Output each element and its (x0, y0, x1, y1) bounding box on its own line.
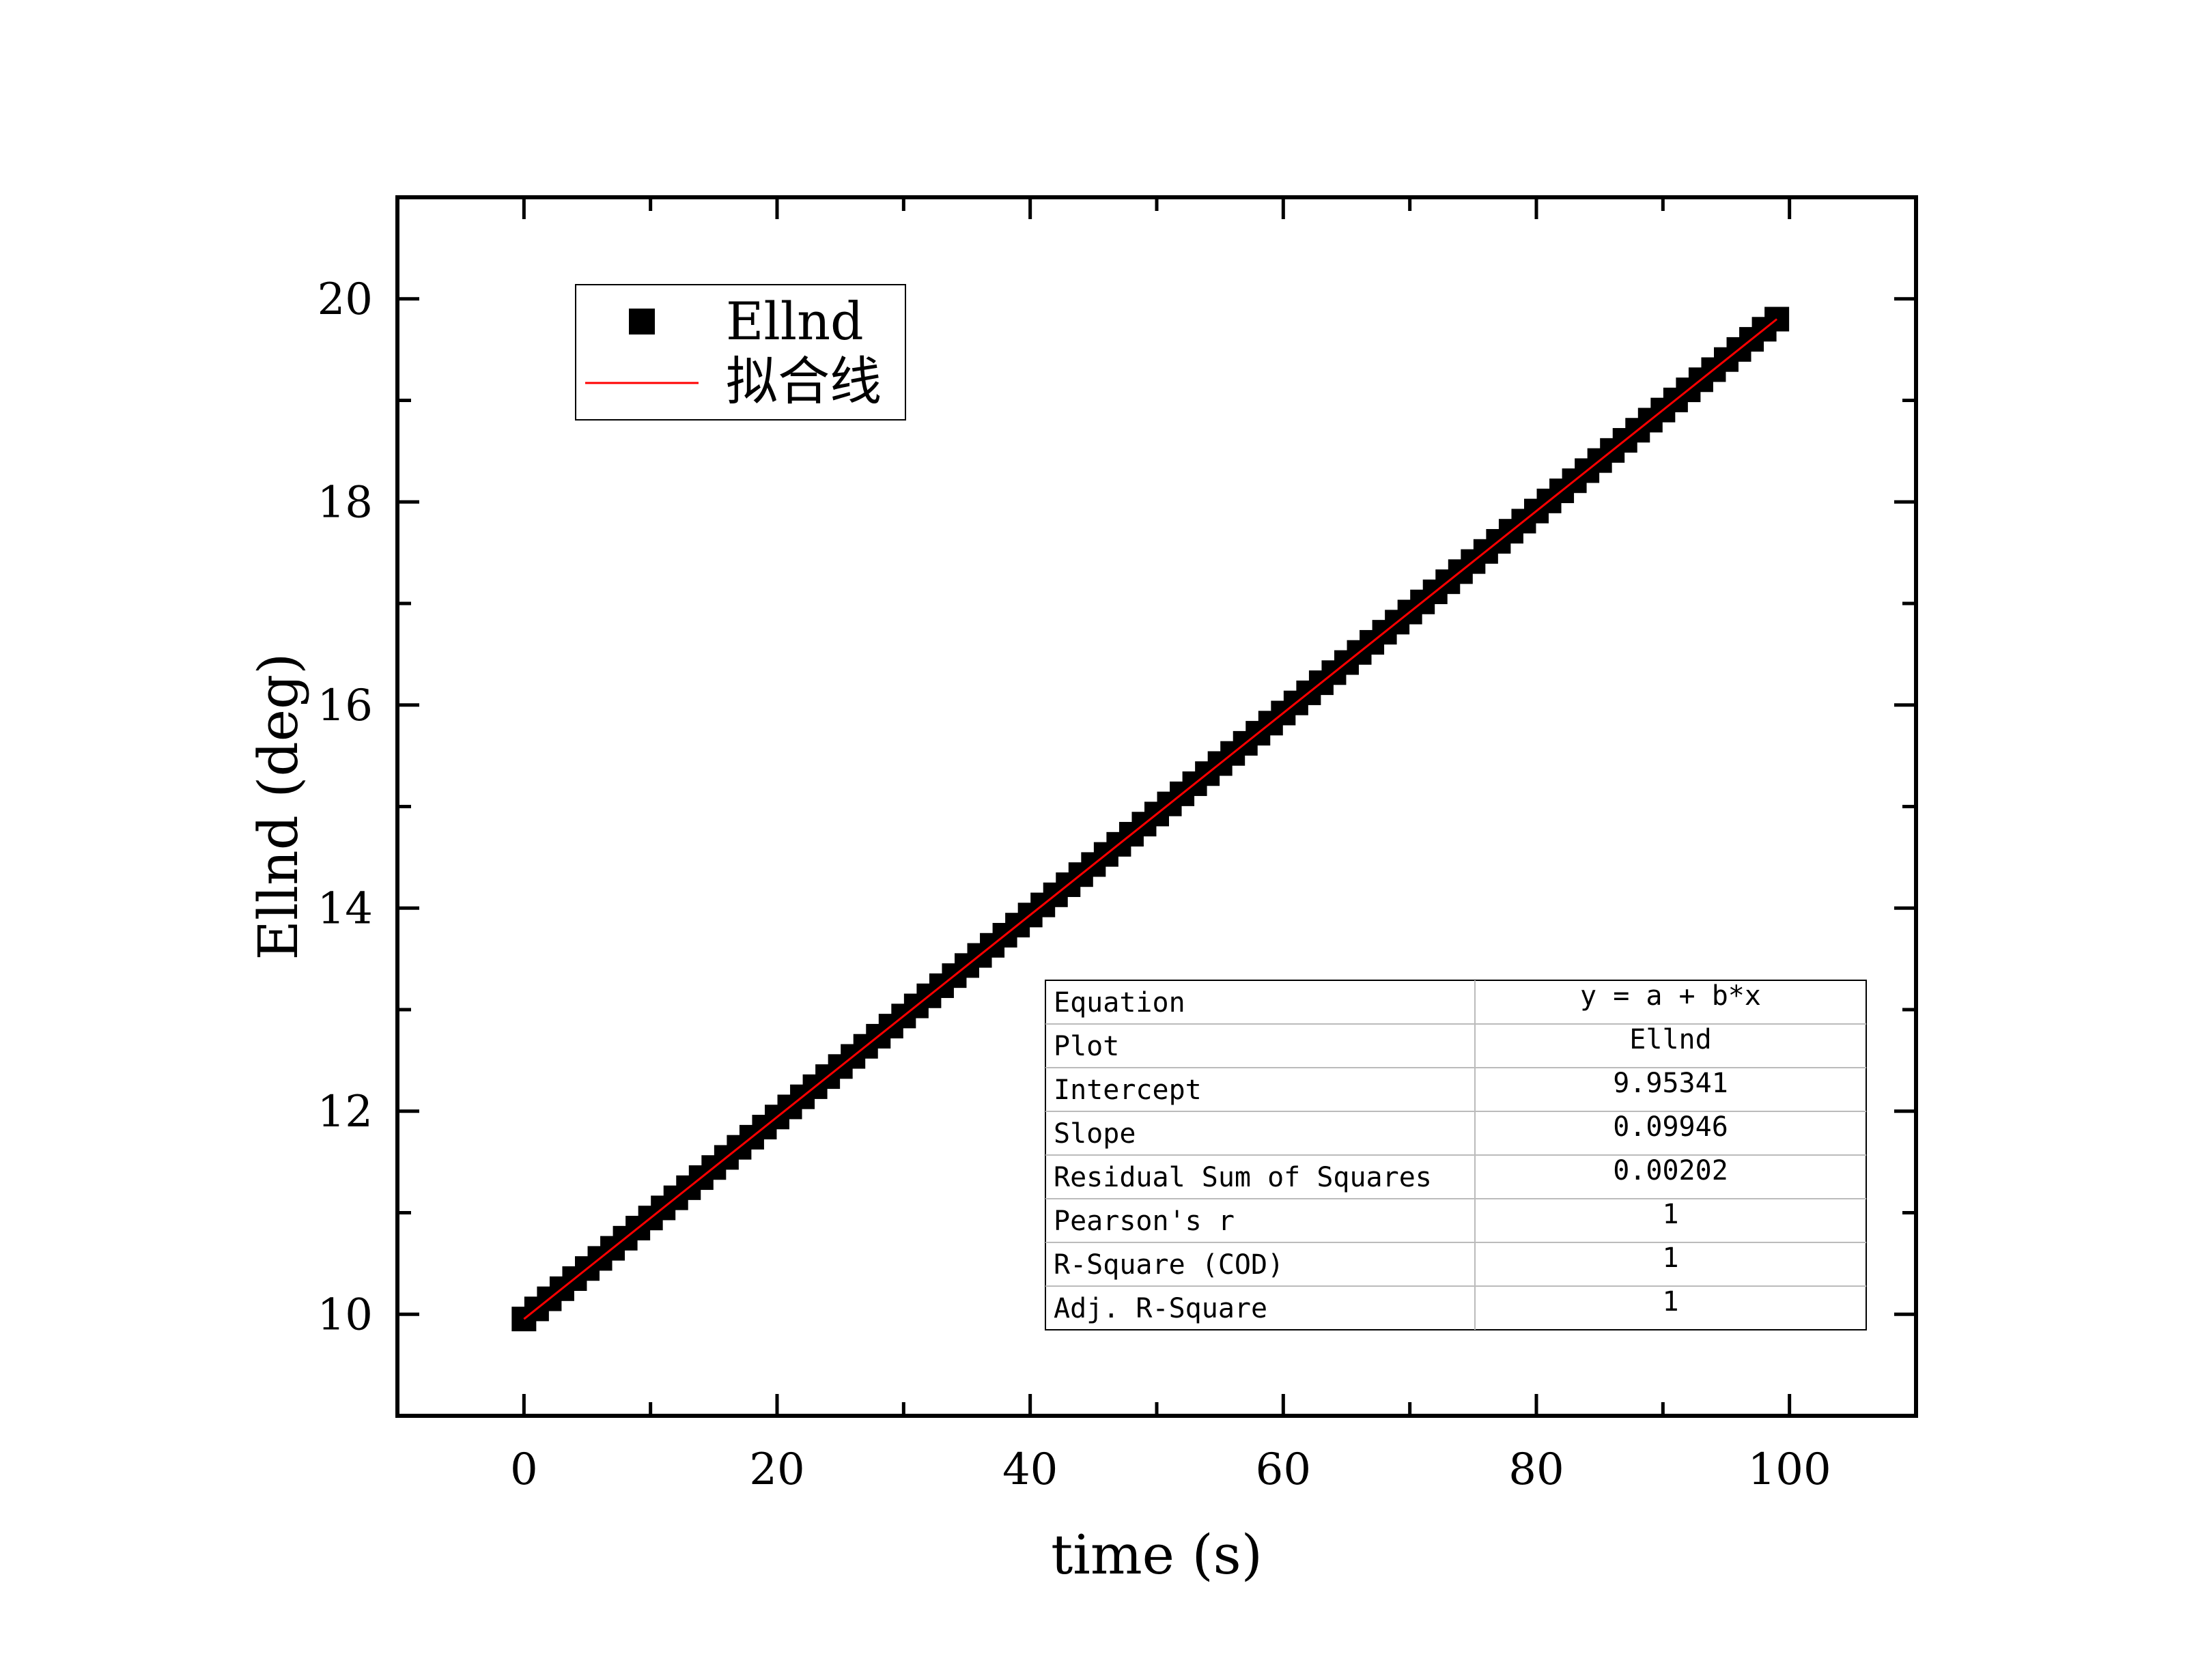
table-row-label: Adj. R-Square (1054, 1293, 1267, 1324)
table-row-value: 1 (1662, 1286, 1678, 1318)
legend-label-fit: 拟合线 (726, 351, 882, 412)
y-tick-label: 16 (318, 681, 373, 731)
table-row-value: 0.09946 (1613, 1111, 1728, 1143)
x-tick-label: 60 (1256, 1444, 1311, 1495)
table-row-label: Plot (1054, 1031, 1119, 1062)
x-tick-label: 40 (1002, 1444, 1058, 1495)
x-tick-label: 80 (1508, 1444, 1564, 1495)
fit-line (523, 318, 1778, 1320)
table-row-label: Slope (1054, 1118, 1136, 1150)
y-tick-label: 20 (318, 274, 373, 325)
x-axis-title: time (s) (1051, 1523, 1263, 1586)
x-tick-label: 100 (1748, 1444, 1831, 1495)
table-row-value: 0.00202 (1613, 1155, 1728, 1186)
table-row-value: Ellnd (1629, 1024, 1711, 1055)
legend-box (575, 284, 906, 421)
y-tick-label: 14 (318, 883, 373, 934)
table-row-value: 1 (1662, 1242, 1678, 1274)
tick-labels: 0 20 40 60 80 100 10 12 14 16 18 20 (318, 274, 1831, 1495)
axis-ticks (397, 197, 1916, 1416)
y-tick-label: 18 (318, 477, 373, 528)
table-row-label: Intercept (1054, 1074, 1202, 1106)
x-tick-label: 20 (749, 1444, 804, 1495)
fit-line-group (523, 318, 1778, 1320)
table-row-value: 1 (1662, 1199, 1678, 1230)
y-axis-title: Ellnd (deg) (247, 653, 310, 960)
table-row-label: R-Square (COD) (1054, 1249, 1284, 1281)
legend: Ellnd 拟合线 (575, 284, 906, 421)
fit-results-table: Equation y = a + b*x Plot Ellnd Intercept 9.9… (1045, 980, 1867, 1330)
legend-label-scatter: Ellnd (726, 291, 864, 352)
table-row-value: 9.95341 (1613, 1068, 1728, 1099)
x-tick-label: 0 (510, 1444, 538, 1495)
table-row-value: y = a + b*x (1580, 980, 1761, 1012)
table-row-label: Equation (1054, 987, 1185, 1019)
legend-square-marker (629, 309, 655, 334)
y-tick-label: 10 (318, 1290, 373, 1340)
table-row-label: Pearson's r (1054, 1206, 1235, 1237)
table-row-label: Residual Sum of Squares (1054, 1162, 1432, 1193)
y-tick-label: 12 (318, 1087, 373, 1137)
